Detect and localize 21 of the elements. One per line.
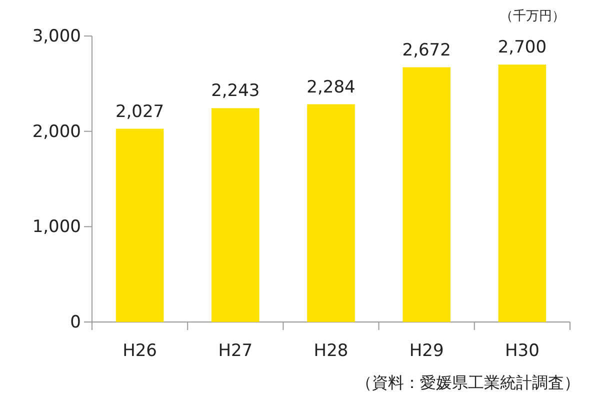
bar [307,104,355,322]
bar [116,128,164,322]
data-label: 2,700 [498,38,547,58]
y-tick-label: 1,000 [32,217,81,238]
x-tick-label: H28 [314,341,348,361]
y-tick-label: 2,000 [32,122,81,142]
data-label: 2,672 [402,40,451,60]
y-tick-label: 0 [70,312,81,332]
x-tick-label: H29 [409,341,444,361]
data-label: 2,027 [115,102,164,122]
x-tick-label: H26 [122,341,158,361]
bar [498,64,546,322]
x-tick-label: H27 [218,341,253,361]
text: （資料：愛媛県工業統計調査） [356,373,580,392]
y-tick-label: 3,000 [32,26,81,46]
bar [402,67,450,322]
data-label: 2,284 [306,77,356,98]
x-tick-label: H30 [504,341,540,361]
data-label: 2,243 [211,81,260,102]
bar [212,108,260,322]
y-axis-title: （千万円） [500,9,565,24]
